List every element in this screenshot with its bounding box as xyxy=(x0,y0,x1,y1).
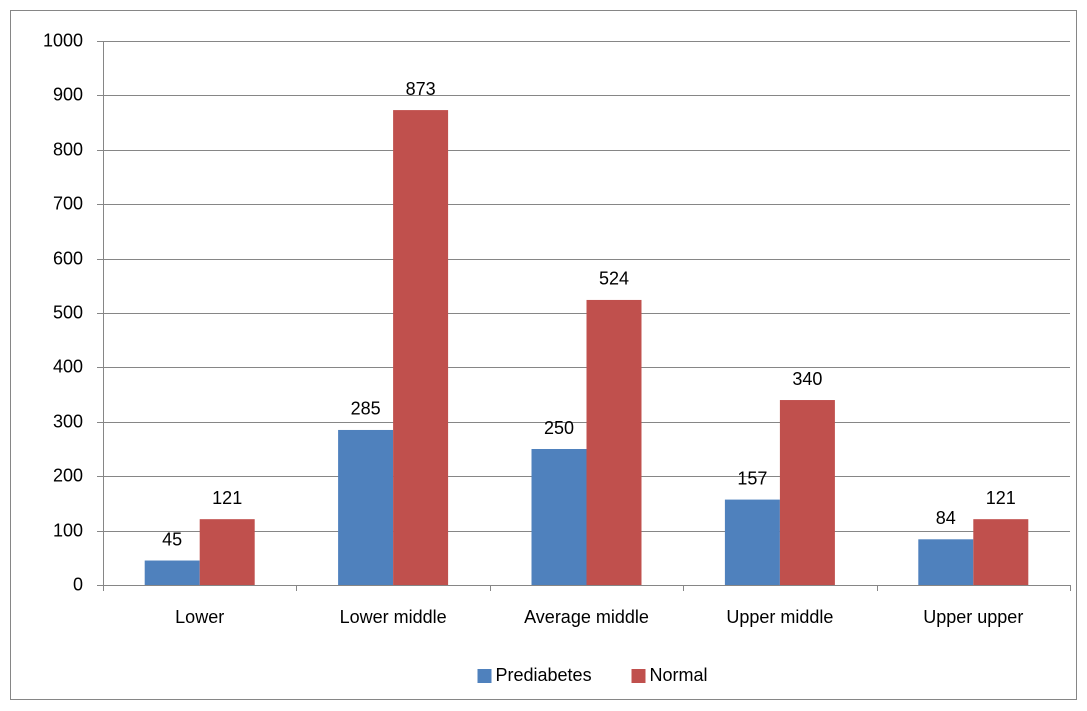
y-tick-label: 1000 xyxy=(43,30,83,50)
data-label: 121 xyxy=(986,488,1016,508)
bar xyxy=(918,539,974,585)
x-tick-label: Average middle xyxy=(524,607,649,627)
data-label: 84 xyxy=(936,508,956,528)
y-tick-label: 200 xyxy=(53,465,83,485)
data-label: 157 xyxy=(737,468,767,488)
data-label: 285 xyxy=(351,399,381,419)
data-label: 121 xyxy=(212,488,242,508)
data-label: 45 xyxy=(162,529,182,549)
y-tick-label: 600 xyxy=(53,248,83,268)
bar xyxy=(338,429,394,585)
chart-frame xyxy=(10,10,1077,700)
data-label: 340 xyxy=(792,369,822,389)
y-tick-label: 700 xyxy=(53,193,83,213)
y-tick-label: 100 xyxy=(53,520,83,540)
legend-swatch xyxy=(631,669,646,683)
bar xyxy=(973,519,1029,585)
bar xyxy=(586,299,642,585)
bar xyxy=(393,110,449,585)
x-tick-label: Lower xyxy=(175,607,224,627)
y-tick-label: 500 xyxy=(53,302,83,322)
x-tick-label: Upper middle xyxy=(726,607,833,627)
bar xyxy=(144,560,200,585)
x-tick-label: Upper upper xyxy=(923,607,1023,627)
bar xyxy=(724,499,780,585)
bar xyxy=(531,449,587,585)
data-label: 873 xyxy=(406,79,436,99)
data-label: 250 xyxy=(544,418,574,438)
legend-label: Prediabetes xyxy=(496,665,592,685)
legend-swatch xyxy=(477,669,492,683)
data-label: 524 xyxy=(599,269,629,289)
x-tick-label: Lower middle xyxy=(340,607,447,627)
y-tick-label: 300 xyxy=(53,411,83,431)
bar xyxy=(779,400,835,585)
y-tick-label: 0 xyxy=(73,574,83,594)
y-tick-label: 400 xyxy=(53,356,83,376)
y-tick-label: 900 xyxy=(53,84,83,104)
legend-label: Normal xyxy=(650,665,708,685)
bar xyxy=(199,519,255,585)
y-tick-label: 800 xyxy=(53,139,83,159)
